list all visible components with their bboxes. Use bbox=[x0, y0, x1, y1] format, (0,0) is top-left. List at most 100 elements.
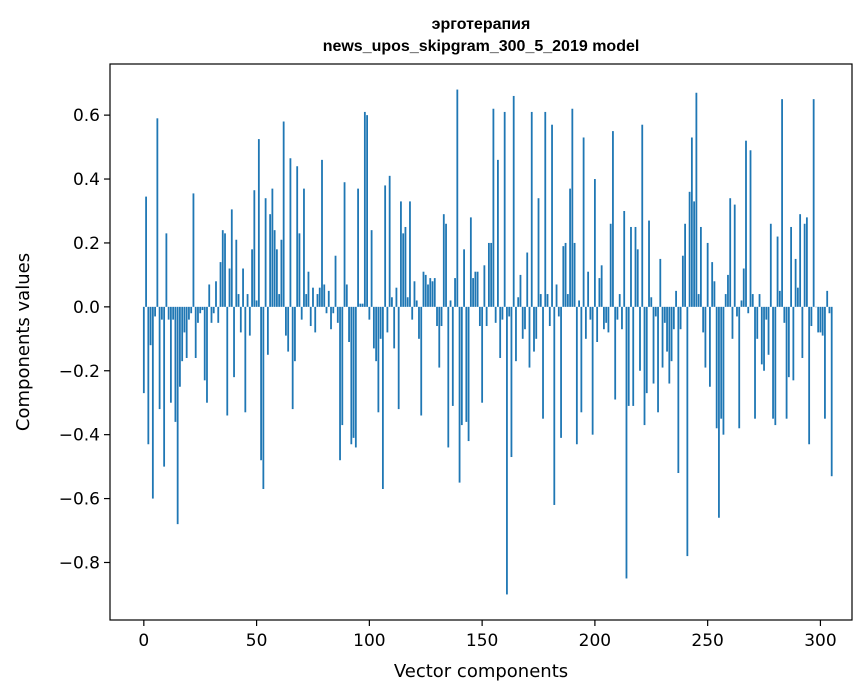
bar-261 bbox=[731, 306, 734, 339]
bar-255 bbox=[718, 306, 720, 518]
bar-23 bbox=[194, 306, 197, 358]
bar-181 bbox=[551, 124, 553, 307]
bar-141 bbox=[460, 306, 463, 426]
bar-270 bbox=[751, 294, 754, 307]
bar-295 bbox=[808, 306, 811, 445]
bar-117 bbox=[406, 297, 409, 307]
bar-67 bbox=[294, 306, 296, 362]
bar-282 bbox=[778, 290, 781, 307]
x-tick-label: 100 bbox=[353, 631, 385, 651]
bar-154 bbox=[490, 242, 493, 307]
bar-133 bbox=[442, 214, 445, 307]
bar-281 bbox=[776, 236, 779, 307]
bar-244 bbox=[693, 201, 696, 307]
bar-195 bbox=[582, 137, 585, 307]
bar-227 bbox=[654, 306, 657, 317]
bar-83 bbox=[330, 306, 332, 330]
bar-56 bbox=[269, 214, 272, 307]
x-tick-label: 250 bbox=[691, 631, 723, 651]
bar-114 bbox=[400, 201, 402, 307]
bar-73 bbox=[307, 271, 310, 307]
bar-34 bbox=[219, 262, 222, 307]
bar-240 bbox=[684, 223, 686, 307]
bar-272 bbox=[756, 306, 759, 339]
bar-236 bbox=[675, 290, 677, 307]
bar-132 bbox=[440, 306, 443, 327]
bar-214 bbox=[625, 306, 628, 579]
bar-128 bbox=[431, 281, 434, 307]
bar-14 bbox=[174, 306, 177, 422]
bar-22 bbox=[192, 193, 195, 307]
bar-167 bbox=[519, 274, 522, 307]
bar-44 bbox=[242, 268, 244, 307]
bar-125 bbox=[424, 274, 427, 307]
bar-257 bbox=[722, 306, 725, 435]
bar-269 bbox=[749, 150, 752, 307]
bar-197 bbox=[587, 271, 590, 307]
bar-29 bbox=[208, 284, 211, 307]
bar-229 bbox=[659, 258, 662, 307]
bar-53 bbox=[262, 306, 265, 489]
bar-78 bbox=[318, 287, 321, 307]
bar-70 bbox=[300, 306, 303, 320]
y-tick-label: 0.4 bbox=[73, 170, 100, 190]
x-tick-label: 0 bbox=[138, 631, 149, 651]
bar-179 bbox=[546, 294, 549, 307]
bar-104 bbox=[377, 306, 380, 413]
bars-group bbox=[142, 89, 833, 595]
bar-63 bbox=[285, 306, 287, 336]
bar-271 bbox=[754, 306, 756, 419]
bar-207 bbox=[609, 223, 612, 307]
bar-85 bbox=[334, 255, 337, 307]
bar-39 bbox=[230, 209, 233, 307]
bar-215 bbox=[627, 306, 630, 406]
bar-264 bbox=[738, 306, 741, 429]
bar-71 bbox=[303, 188, 305, 307]
bar-194 bbox=[580, 306, 583, 413]
bar-21 bbox=[190, 306, 193, 314]
bar-239 bbox=[681, 255, 684, 307]
bar-183 bbox=[555, 284, 558, 307]
bar-273 bbox=[758, 294, 761, 307]
bar-32 bbox=[215, 281, 217, 307]
bar-75 bbox=[312, 287, 314, 307]
bar-238 bbox=[679, 306, 682, 330]
bar-102 bbox=[372, 306, 375, 349]
bar-153 bbox=[487, 242, 490, 307]
bar-119 bbox=[411, 306, 414, 320]
bar-291 bbox=[799, 214, 802, 307]
bar-144 bbox=[467, 306, 470, 442]
bar-174 bbox=[535, 306, 538, 339]
bar-233 bbox=[668, 306, 671, 384]
bar-172 bbox=[530, 111, 533, 307]
bar-64 bbox=[287, 306, 290, 352]
bar-190 bbox=[571, 108, 574, 307]
bar-247 bbox=[699, 226, 702, 307]
y-tick-label: −0.4 bbox=[59, 426, 100, 446]
bar-1 bbox=[145, 196, 147, 307]
bar-294 bbox=[805, 217, 808, 307]
bar-259 bbox=[727, 274, 729, 307]
bar-126 bbox=[427, 284, 429, 307]
bar-201 bbox=[596, 306, 599, 342]
bar-182 bbox=[553, 306, 556, 505]
bar-134 bbox=[445, 223, 447, 307]
bar-248 bbox=[702, 306, 705, 333]
bar-68 bbox=[296, 166, 299, 307]
bar-152 bbox=[485, 306, 488, 327]
bar-193 bbox=[578, 300, 580, 307]
bar-204 bbox=[603, 306, 605, 330]
bar-87 bbox=[339, 306, 341, 461]
bar-209 bbox=[614, 306, 617, 400]
bar-4 bbox=[151, 306, 154, 499]
bar-92 bbox=[350, 306, 353, 445]
bar-221 bbox=[641, 124, 644, 307]
bar-143 bbox=[465, 306, 468, 422]
bar-118 bbox=[409, 201, 411, 307]
bar-60 bbox=[278, 294, 281, 307]
x-tick-label: 150 bbox=[466, 631, 498, 651]
bar-251 bbox=[709, 306, 711, 387]
bar-161 bbox=[506, 306, 508, 595]
bar-115 bbox=[402, 233, 405, 307]
